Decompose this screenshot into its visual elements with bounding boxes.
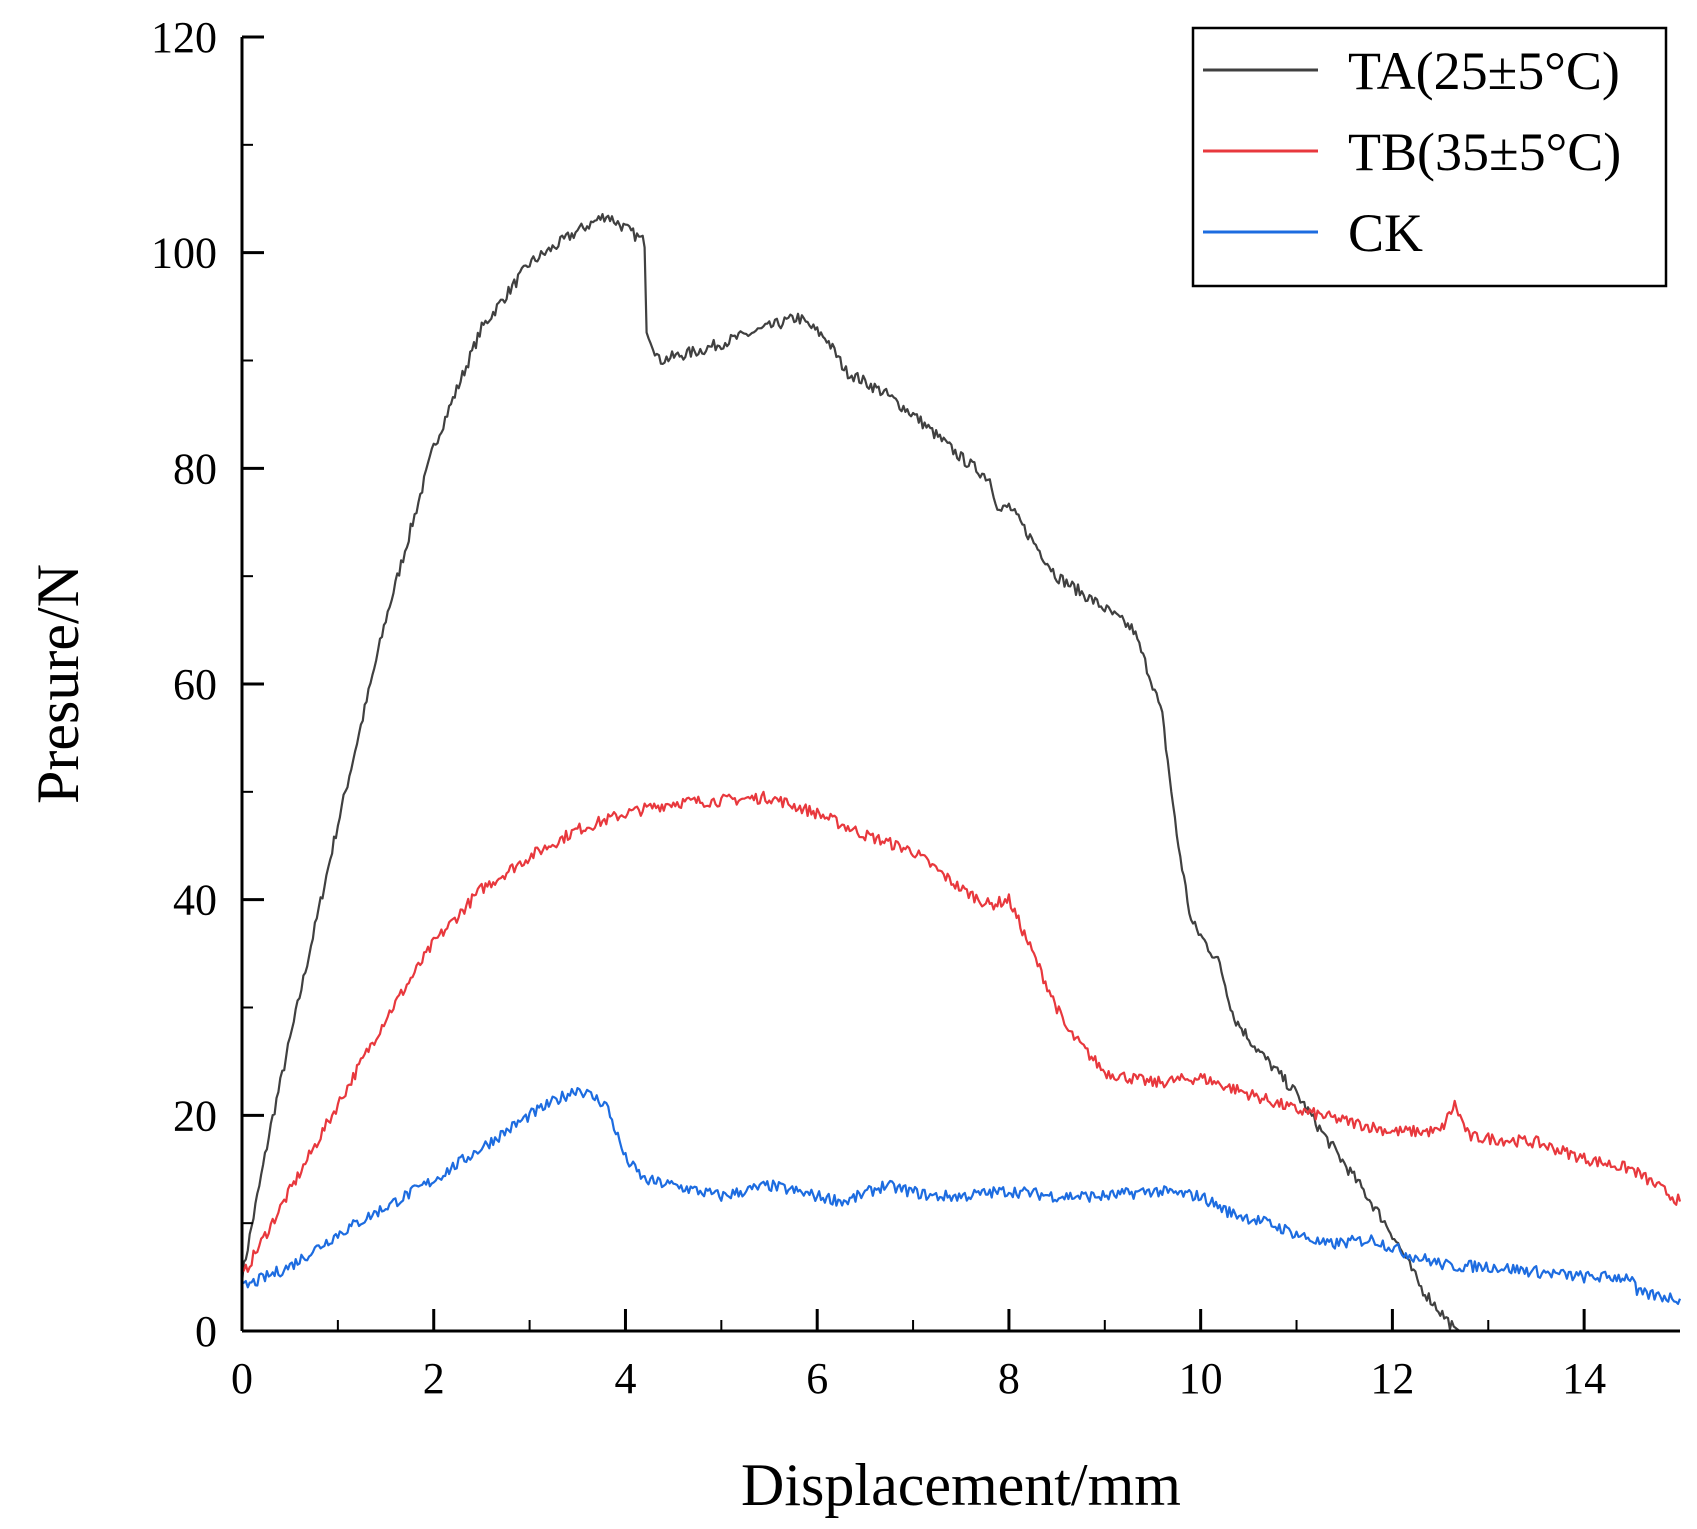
legend-label: CK	[1348, 203, 1423, 263]
series-line-1	[240, 213, 1680, 1333]
legend-label: TA(25±5°C)	[1348, 41, 1620, 101]
y-tick-label: 0	[195, 1307, 217, 1356]
x-tick-label: 6	[806, 1354, 828, 1403]
series-layer	[240, 213, 1682, 1333]
x-tick-label: 12	[1370, 1354, 1414, 1403]
x-tick-label: 4	[614, 1354, 636, 1403]
legend: TA(25±5°C) TB(35±5°C) CK	[1191, 26, 1668, 288]
x-tick-label: 8	[998, 1354, 1020, 1403]
y-tick-label: 100	[151, 229, 217, 278]
y-ticks: 0 20 40 60 80 100 120	[151, 13, 264, 1356]
y-tick-label: 60	[173, 660, 217, 709]
x-tick-label: 14	[1562, 1354, 1606, 1403]
series-line-2	[241, 790, 1682, 1273]
series-line-3	[241, 1087, 1682, 1305]
x-axis-title: Displacement/mm	[741, 1452, 1181, 1518]
y-tick-label: 120	[151, 13, 217, 62]
legend-label: TB(35±5°C)	[1348, 122, 1621, 182]
x-tick-label: 0	[231, 1354, 253, 1403]
y-tick-label: 80	[173, 444, 217, 493]
y-tick-label: 20	[173, 1091, 217, 1140]
y-tick-label: 40	[173, 876, 217, 925]
x-ticks: 0 2 4 6 8 10 12 14	[231, 1309, 1606, 1403]
x-tick-label: 10	[1179, 1354, 1223, 1403]
y-axis-title: Presure/N	[25, 564, 91, 804]
x-tick-label: 2	[423, 1354, 445, 1403]
